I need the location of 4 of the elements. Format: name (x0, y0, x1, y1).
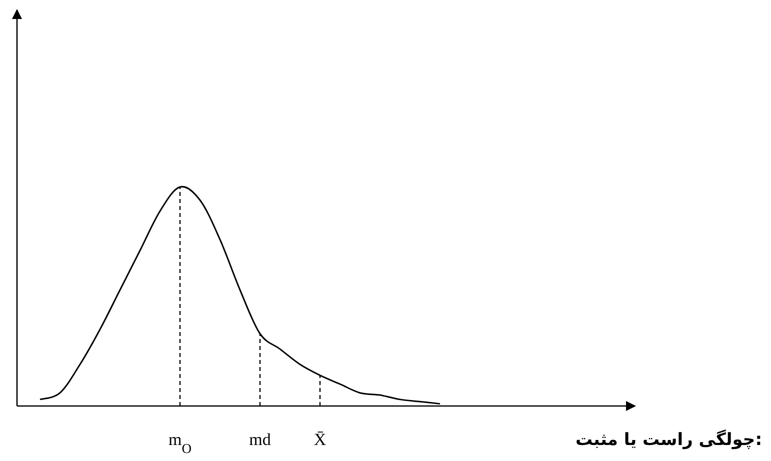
text: چولگی راست یا مثبت: (576, 429, 762, 450)
x-tick-label: X̄ (314, 430, 326, 449)
x-tick-label: md (249, 430, 272, 449)
x-tick-label: m$_{O}$ (168, 430, 192, 456)
